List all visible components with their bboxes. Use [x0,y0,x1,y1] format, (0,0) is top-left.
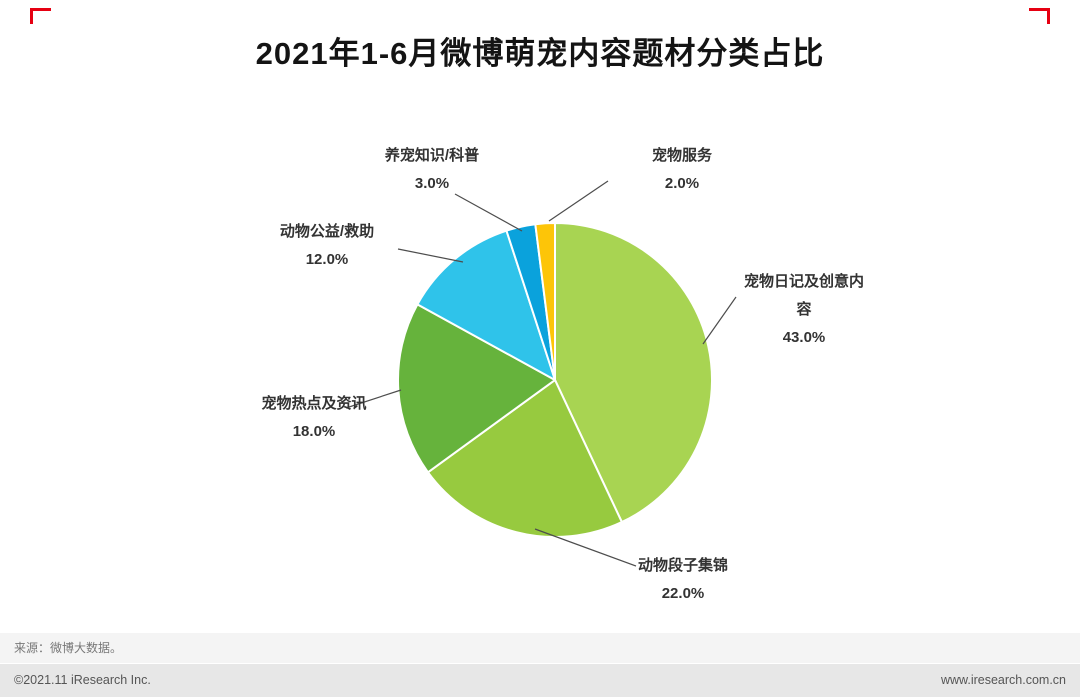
pie-slice-0 [554,222,713,524]
website-text: www.iresearch.com.cn [940,673,1066,687]
leader-line-charity [397,248,464,263]
leader-line-service [548,180,609,222]
footer-bar: ©2021.11 iResearch Inc. www.iresearch.co… [0,663,1080,697]
pie-label-news: 宠物热点及资讯 18.0% [224,390,404,446]
copyright-text: ©2021.11 iResearch Inc. [14,673,151,687]
leader-line-knowledge [454,193,523,232]
pie-label-diary-name: 宠物日记及创意内容 [743,273,864,318]
pie-slice-5 [534,222,556,381]
leader-line-jokes [534,528,637,567]
leader-line-news [345,389,402,409]
pie-slice-2 [396,303,556,474]
pie-label-news-name: 宠物热点及资讯 [261,395,367,412]
page-title: 2021年1-6月微博萌宠内容题材分类占比 [255,36,825,71]
pie-label-charity-name: 动物公益/救助 [279,223,375,240]
red-corner-mark-right [1029,8,1050,24]
pie-label-jokes-name: 动物段子集锦 [637,557,728,574]
pie-label-knowledge-name: 养宠知识/科普 [384,147,480,164]
pie-slice-1 [426,379,623,538]
pie-label-service-name: 宠物服务 [651,147,712,164]
leader-line-diary [702,296,737,345]
red-corner-mark-left [30,8,51,24]
pie-label-knowledge: 养宠知识/科普 3.0% [342,142,522,198]
pie-label-knowledge-value: 3.0% [414,175,450,192]
pie-label-charity-value: 12.0% [305,251,349,268]
pie-label-charity: 动物公益/救助 12.0% [237,218,417,274]
pie-label-service: 宠物服务 2.0% [592,142,772,198]
pie-label-news-value: 18.0% [292,423,336,440]
pie-label-jokes: 动物段子集锦 22.0% [598,552,768,608]
source-note: 来源：微博大数据。 [0,633,1080,663]
pie-label-service-value: 2.0% [664,175,700,192]
pie-label-diary-value: 43.0% [782,329,826,346]
pie-label-diary: 宠物日记及创意内容 43.0% [743,268,865,352]
pie-label-jokes-value: 22.0% [661,585,705,602]
pie-slice-3 [416,229,556,381]
